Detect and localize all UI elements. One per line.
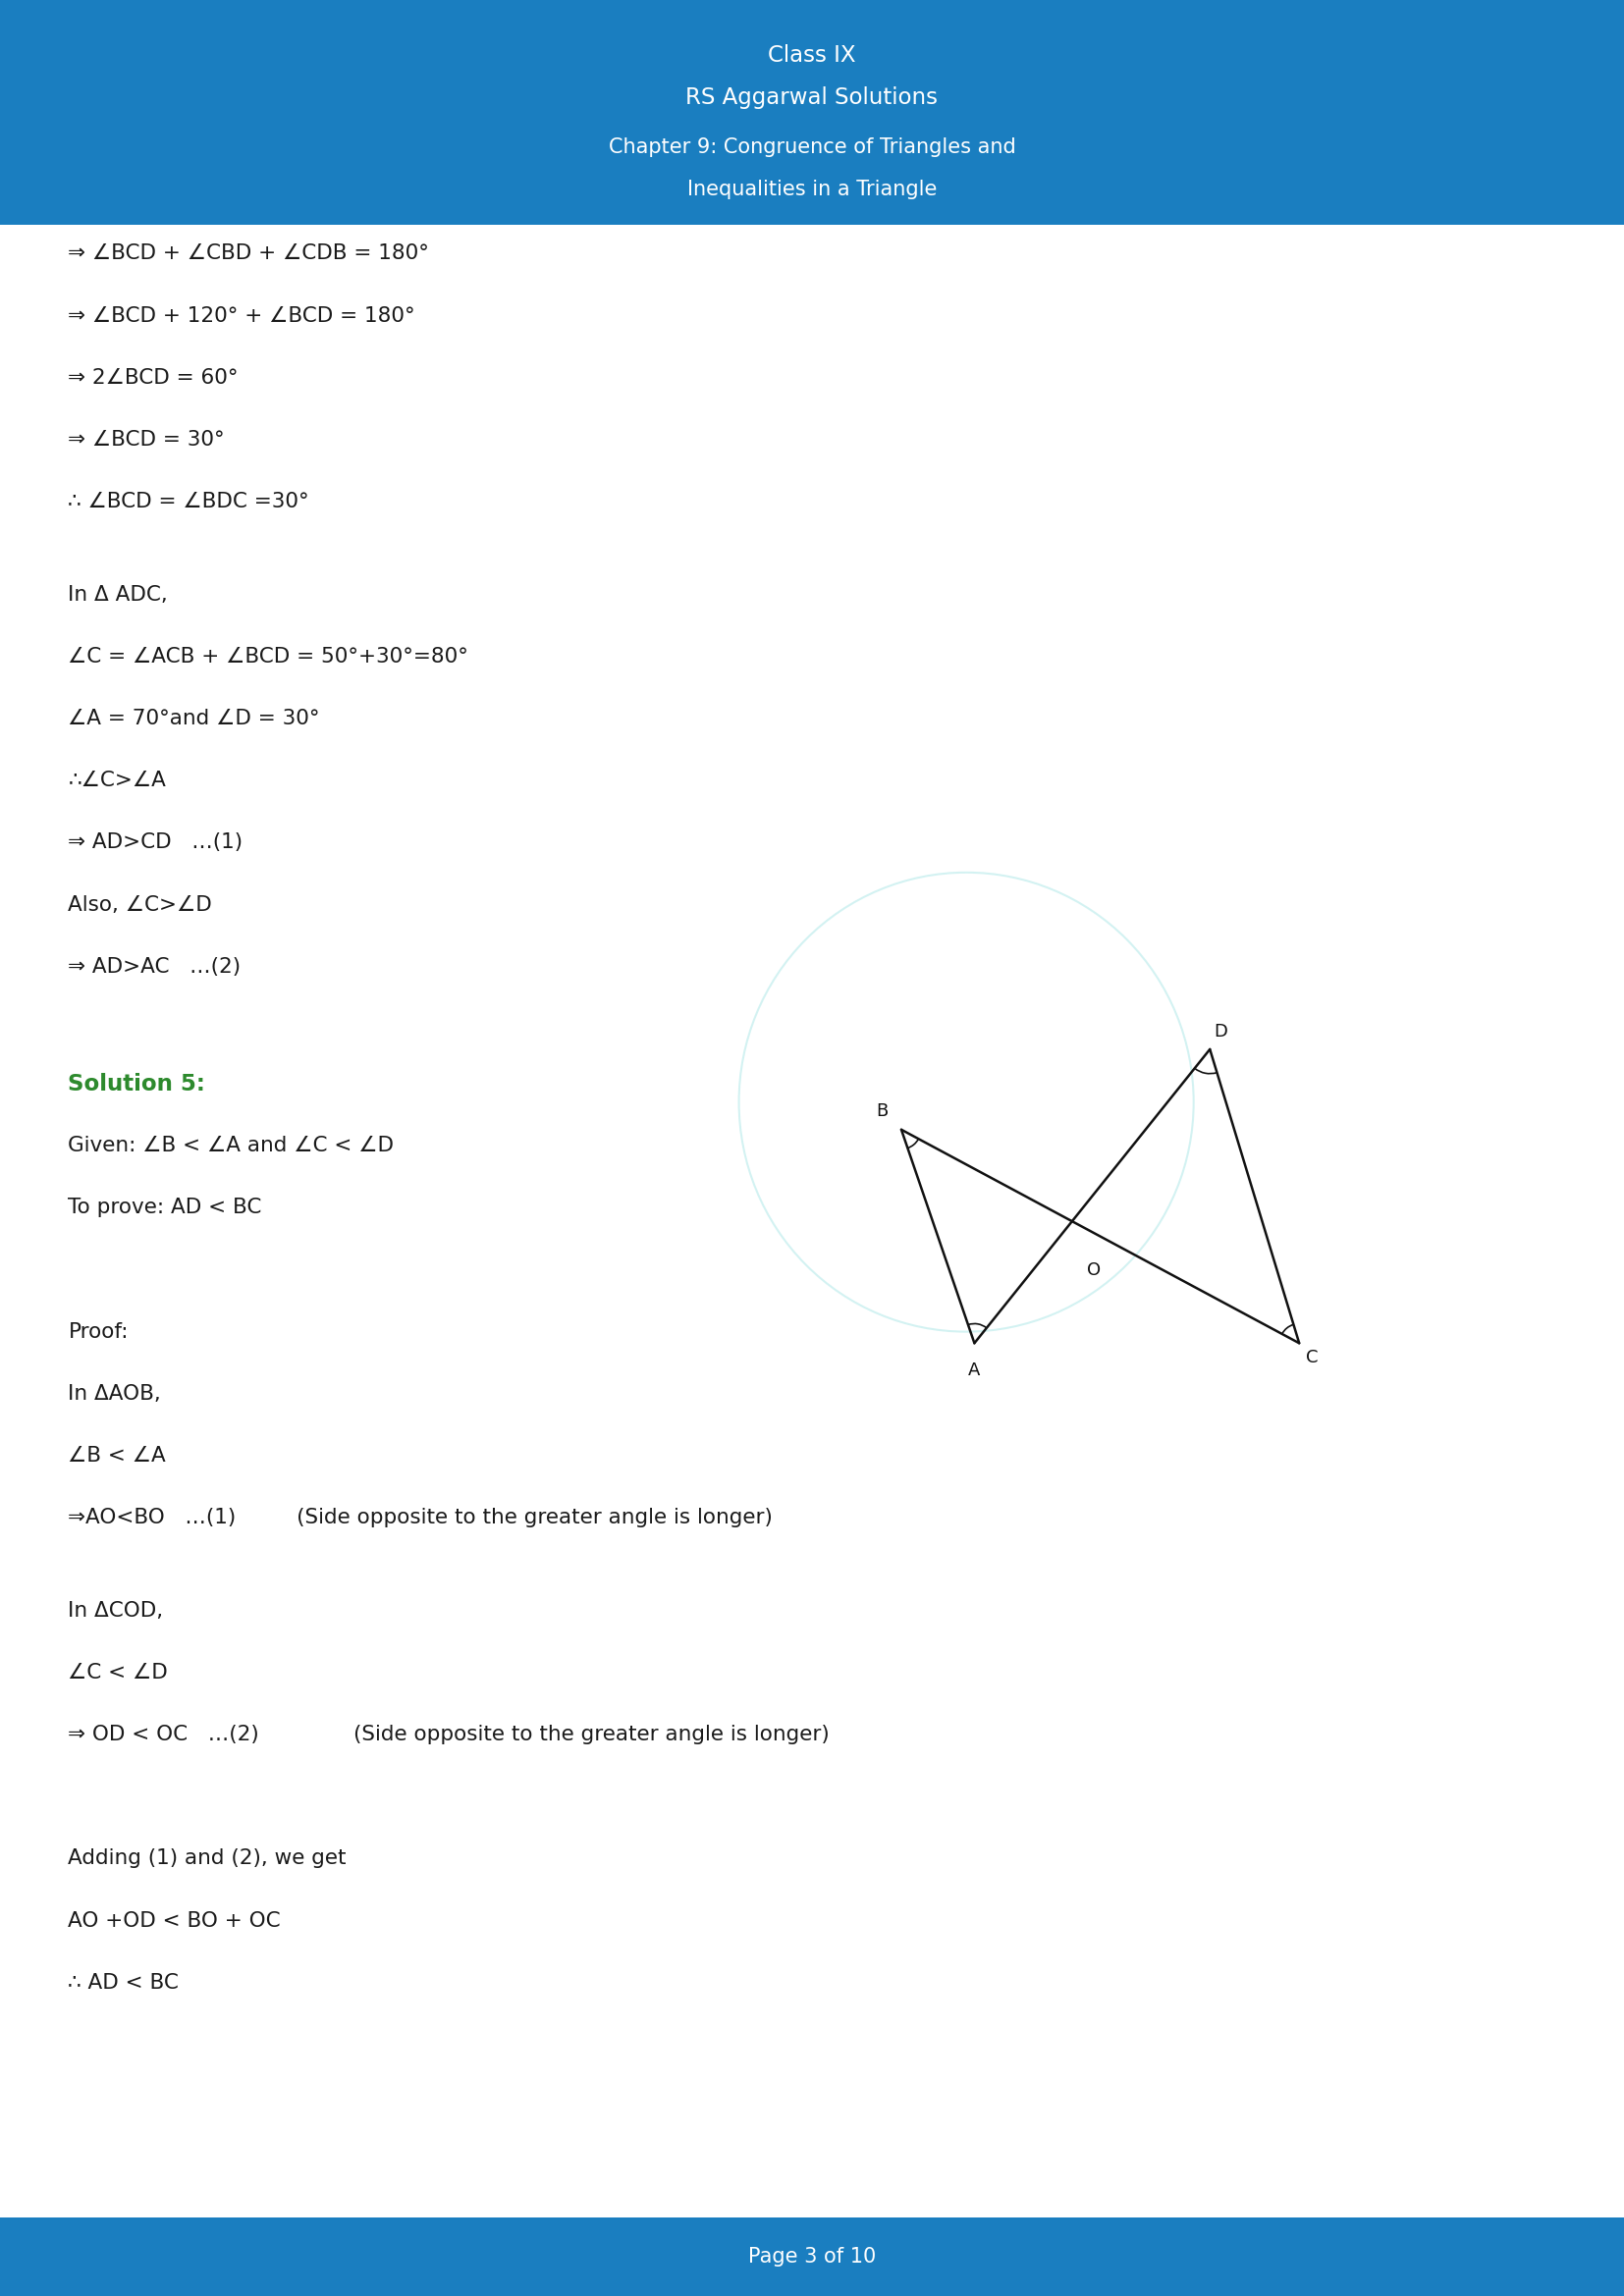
- Bar: [0, 2218, 1624, 2296]
- Text: C: C: [1306, 1348, 1319, 1366]
- Text: ∠C = ∠ACB + ∠BCD = 50°+30°=80°: ∠C = ∠ACB + ∠BCD = 50°+30°=80°: [68, 647, 469, 666]
- Text: ∠C < ∠D: ∠C < ∠D: [68, 1662, 169, 1683]
- Text: ⇒ OD < OC   …(2)              (Side opposite to the greater angle is longer): ⇒ OD < OC …(2) (Side opposite to the gre…: [68, 1724, 830, 1745]
- Text: ⇒ AD>AC   …(2): ⇒ AD>AC …(2): [68, 957, 240, 976]
- Text: To prove: AD < BC: To prove: AD < BC: [68, 1199, 261, 1217]
- Text: Inequalities in a Triangle: Inequalities in a Triangle: [687, 179, 937, 200]
- Text: ⇒AO<BO   …(1)         (Side opposite to the greater angle is longer): ⇒AO<BO …(1) (Side opposite to the greate…: [68, 1508, 773, 1527]
- Text: Also, ∠C>∠D: Also, ∠C>∠D: [68, 895, 213, 914]
- Text: Proof:: Proof:: [68, 1322, 128, 1341]
- Text: Given: ∠B < ∠A and ∠C < ∠D: Given: ∠B < ∠A and ∠C < ∠D: [68, 1137, 395, 1155]
- Text: O: O: [1086, 1261, 1101, 1279]
- Text: ∴ AD < BC: ∴ AD < BC: [68, 1972, 179, 1993]
- Bar: [0, 0, 1624, 225]
- Text: Solution 5:: Solution 5:: [68, 1072, 206, 1095]
- Bar: [0, 225, 1624, 2218]
- Text: A: A: [968, 1362, 981, 1380]
- Text: ⇒ ∠BCD + 120° + ∠BCD = 180°: ⇒ ∠BCD + 120° + ∠BCD = 180°: [68, 305, 416, 326]
- Text: In ΔAOB,: In ΔAOB,: [68, 1384, 161, 1403]
- Text: ⇒ AD>CD   …(1): ⇒ AD>CD …(1): [68, 833, 244, 852]
- Text: D: D: [1213, 1022, 1228, 1040]
- Text: AO +OD < BO + OC: AO +OD < BO + OC: [68, 1910, 281, 1931]
- Text: ∠B < ∠A: ∠B < ∠A: [68, 1446, 166, 1465]
- Text: ⇒ ∠BCD + ∠CBD + ∠CDB = 180°: ⇒ ∠BCD + ∠CBD + ∠CDB = 180°: [68, 243, 429, 264]
- Text: ⇒ 2∠BCD = 60°: ⇒ 2∠BCD = 60°: [68, 367, 239, 388]
- Text: ∴∠C>∠A: ∴∠C>∠A: [68, 771, 166, 790]
- Text: Page 3 of 10: Page 3 of 10: [749, 2248, 875, 2266]
- Text: In Δ ADC,: In Δ ADC,: [68, 585, 169, 604]
- Text: ∠A = 70°and ∠D = 30°: ∠A = 70°and ∠D = 30°: [68, 709, 320, 728]
- Text: B: B: [877, 1102, 888, 1120]
- Text: ∴ ∠BCD = ∠BDC =30°: ∴ ∠BCD = ∠BDC =30°: [68, 491, 310, 512]
- Text: Adding (1) and (2), we get: Adding (1) and (2), we get: [68, 1848, 346, 1869]
- Text: Class IX: Class IX: [768, 44, 856, 67]
- Text: Chapter 9: Congruence of Triangles and: Chapter 9: Congruence of Triangles and: [609, 138, 1015, 156]
- Text: ⇒ ∠BCD = 30°: ⇒ ∠BCD = 30°: [68, 429, 226, 450]
- Text: In ΔCOD,: In ΔCOD,: [68, 1600, 164, 1621]
- Text: RS Aggarwal Solutions: RS Aggarwal Solutions: [685, 87, 939, 108]
